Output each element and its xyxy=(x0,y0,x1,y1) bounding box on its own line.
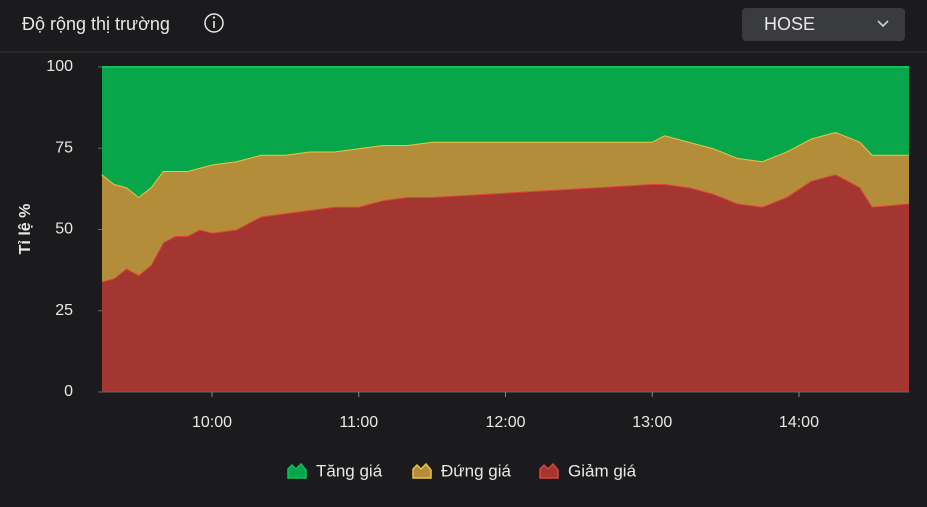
y-tick-label: 25 xyxy=(55,302,73,319)
y-tick-label: 0 xyxy=(64,383,73,400)
info-circle xyxy=(204,13,224,33)
legend-icon xyxy=(539,462,559,479)
info-icon[interactable] xyxy=(204,13,224,33)
chevron xyxy=(877,20,889,28)
legend-label: Giảm giá xyxy=(568,461,637,480)
y-tick-label: 50 xyxy=(55,221,73,238)
area xyxy=(102,67,909,197)
legend-icon xyxy=(412,462,432,479)
legend-icon xyxy=(287,462,307,479)
area xyxy=(102,132,909,282)
x-tick-label: 13:00 xyxy=(632,414,672,431)
info-dot xyxy=(212,16,216,19)
x-tick-label: 12:00 xyxy=(485,414,525,431)
legend-item[interactable]: Tăng giá xyxy=(287,461,383,480)
legend-label: Tăng giá xyxy=(316,461,383,480)
dropdown-box xyxy=(742,8,905,41)
x-tick-label: 10:00 xyxy=(192,414,232,431)
legend-item[interactable]: Đứng giá xyxy=(412,461,512,480)
dropdown-value: HOSE xyxy=(764,14,815,34)
legend-item[interactable]: Giảm giá xyxy=(539,461,637,480)
y-axis-label: Tỉ lệ % xyxy=(17,204,34,255)
y-tick-label: 75 xyxy=(55,139,73,156)
area xyxy=(102,174,909,392)
widget-title: Độ rộng thị trường xyxy=(22,14,170,34)
x-tick-label: 14:00 xyxy=(779,414,819,431)
exchange-dropdown[interactable]: HOSE xyxy=(742,8,905,41)
x-tick-label: 11:00 xyxy=(339,414,378,431)
y-tick-label: 100 xyxy=(46,58,73,75)
legend-label: Đứng giá xyxy=(441,461,512,480)
